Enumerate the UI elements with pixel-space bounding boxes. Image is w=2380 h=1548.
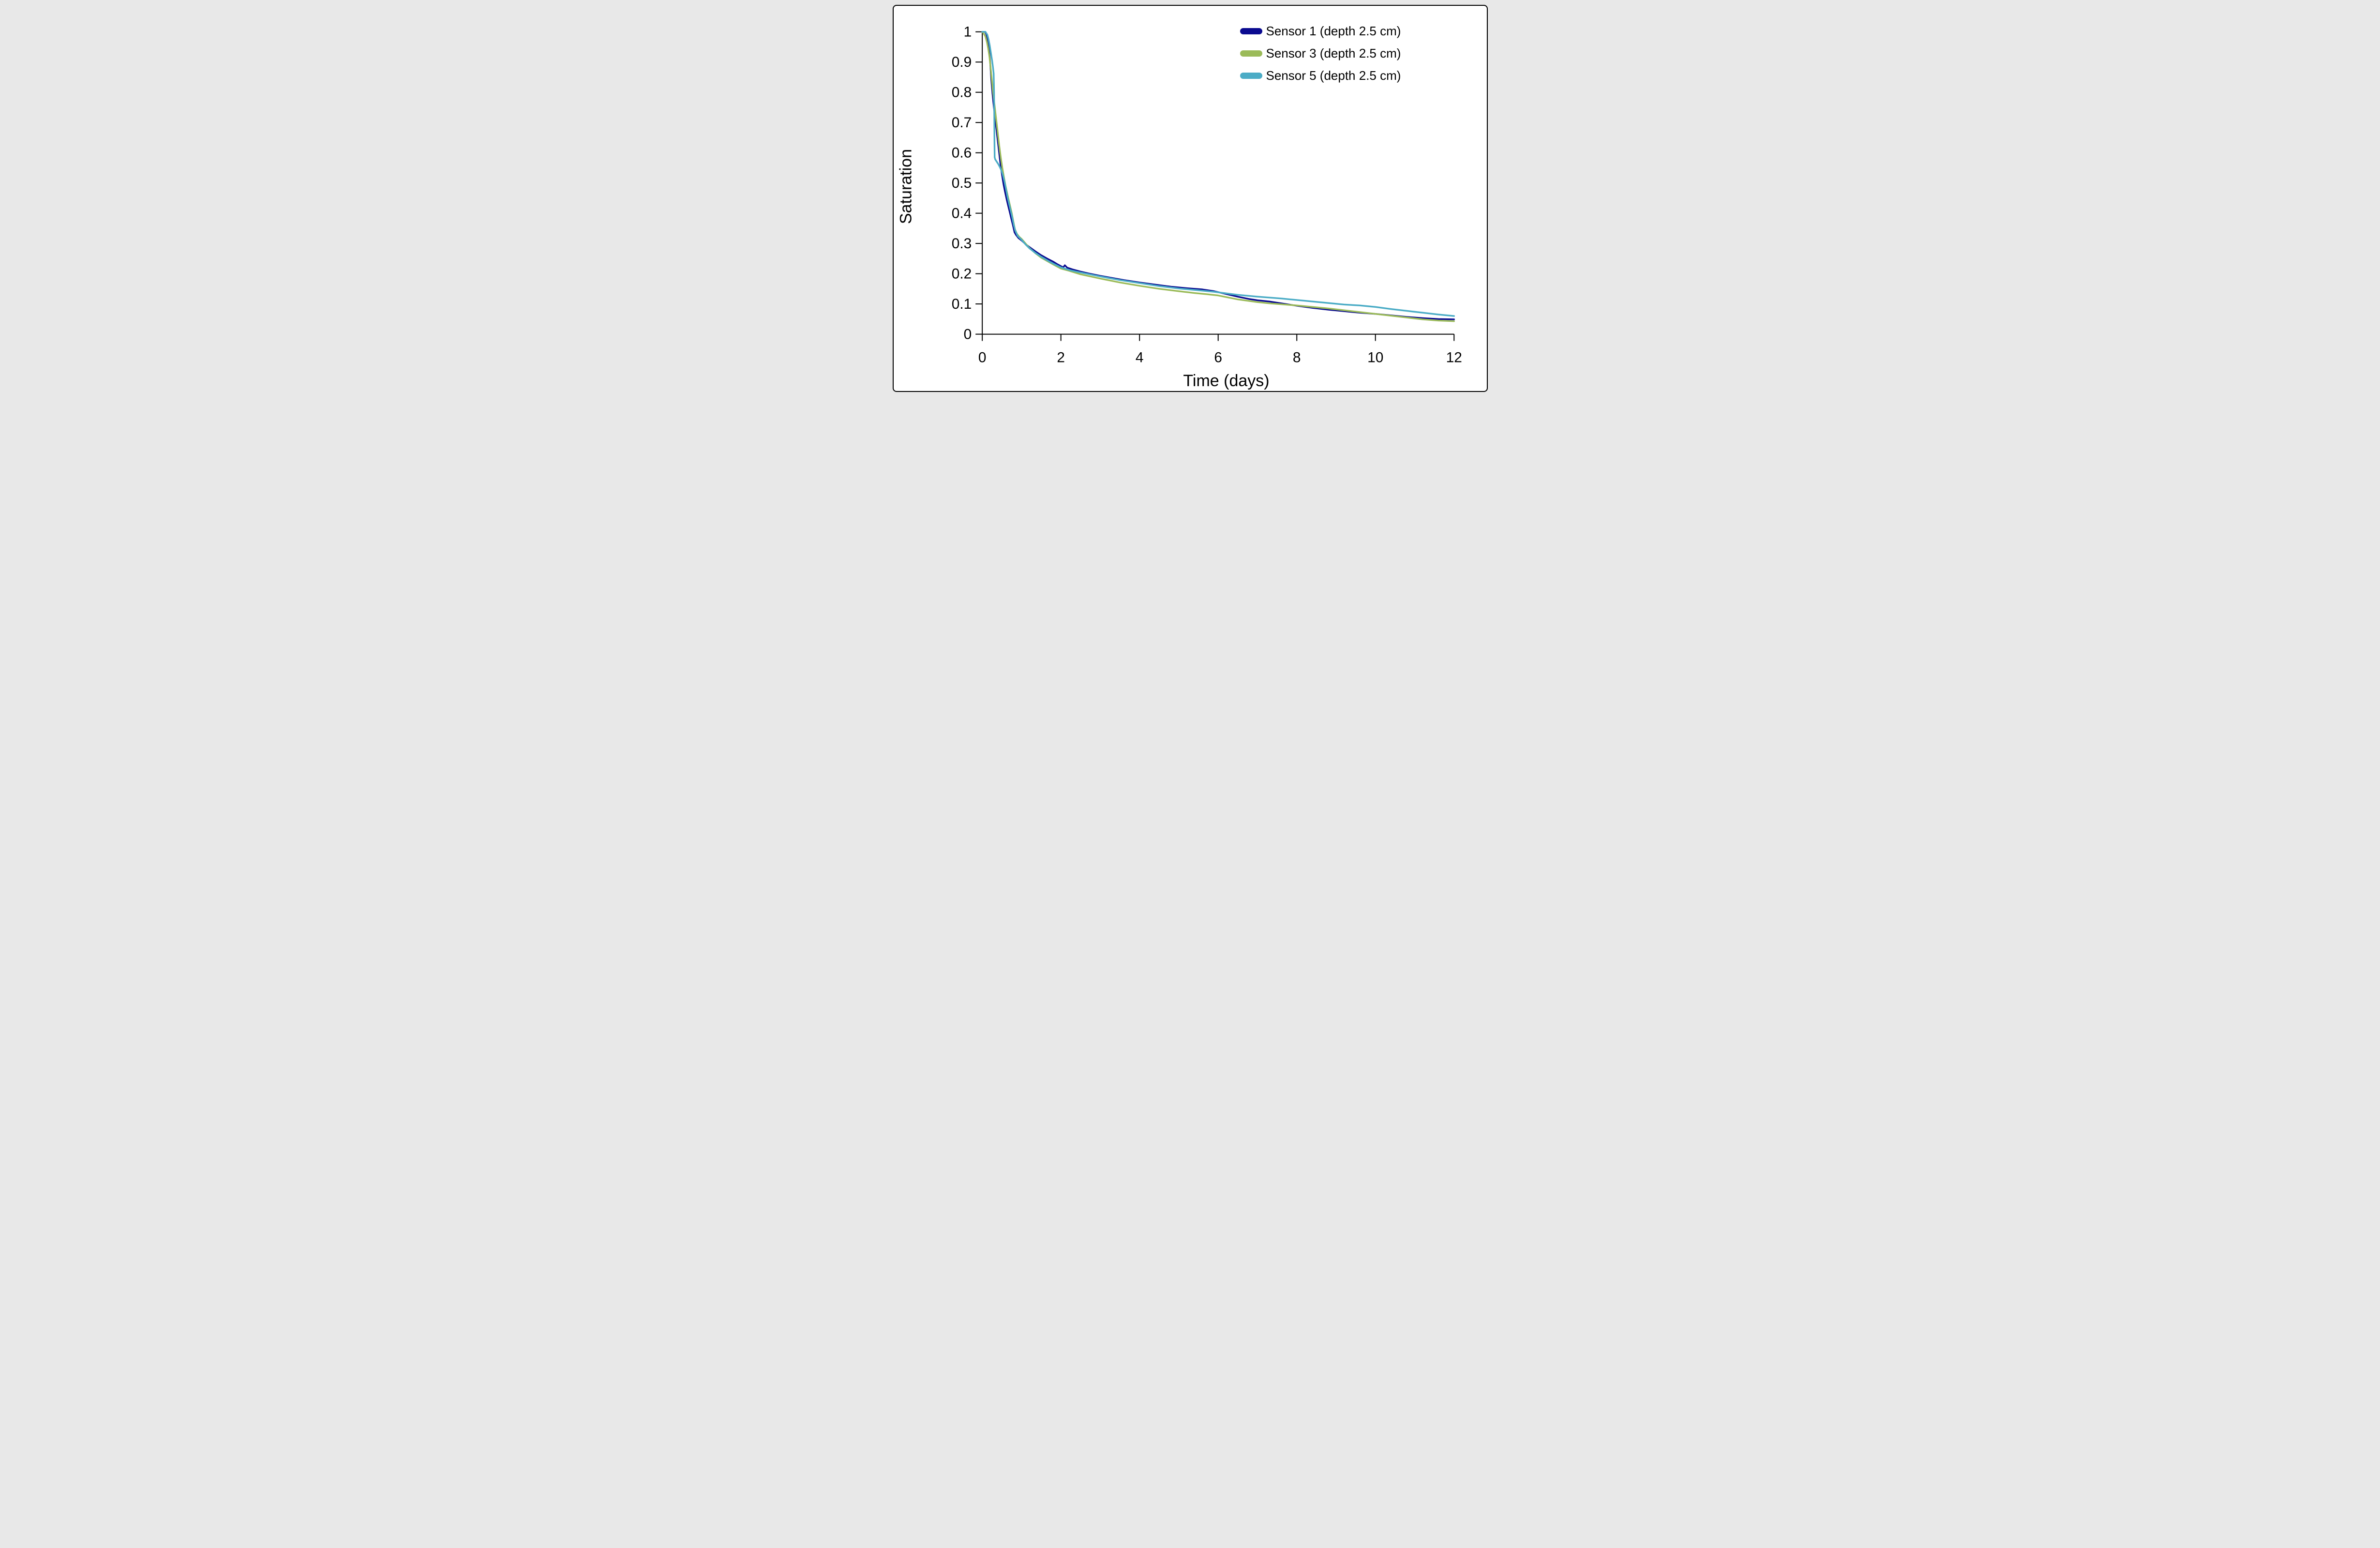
sensor-1-line-swatch xyxy=(1240,28,1262,34)
y-tick-label: 0.4 xyxy=(951,206,972,222)
legend-label: Sensor 5 (depth 2.5 cm) xyxy=(1266,68,1401,83)
y-tick-label: 0 xyxy=(963,327,972,343)
series-line-2 xyxy=(981,31,1455,317)
y-tick-label: 0.7 xyxy=(951,115,972,131)
legend-item-sensor-1: Sensor 1 (depth 2.5 cm) xyxy=(1240,24,1401,38)
x-tick-label: 2 xyxy=(1057,349,1065,365)
data-series xyxy=(981,31,1455,322)
x-axis-title: Time (days) xyxy=(1183,372,1270,390)
y-tick-label: 0.8 xyxy=(951,85,972,101)
legend-label: Sensor 1 (depth 2.5 cm) xyxy=(1266,24,1401,38)
x-tick-label: 12 xyxy=(1446,349,1462,365)
y-tick-label: 0.6 xyxy=(951,145,972,161)
y-tick-label: 1 xyxy=(963,24,972,40)
x-tick-label: 4 xyxy=(1135,349,1143,365)
x-tick-label: 8 xyxy=(1292,349,1301,365)
chart-canvas: 00.10.20.30.40.50.60.70.80.910 2 4 6 8 10 12 xyxy=(951,24,1462,366)
y-tick-label: 0.1 xyxy=(951,296,972,312)
axes xyxy=(975,31,1454,341)
x-tick-label: 0 xyxy=(978,349,986,365)
legend-item-sensor-5: Sensor 5 (depth 2.5 cm) xyxy=(1240,68,1401,83)
x-tick-label: 10 xyxy=(1367,349,1383,365)
tick-labels: 00.10.20.30.40.50.60.70.80.910 2 4 6 8 10 12 xyxy=(951,24,1462,366)
y-axis-title: Saturation xyxy=(897,149,915,224)
sensor-3-line-swatch xyxy=(1240,50,1262,57)
legend: Sensor 1 (depth 2.5 cm) Sensor 3 (depth … xyxy=(1240,24,1401,83)
page: 0 0.1 0.2 0.3 0.4 0.5 0.6 0.7 0.8 0.9 1 0 2 4 6 8 10 12 S… xyxy=(0,0,2380,397)
y-tick-label: 0.2 xyxy=(951,266,972,282)
y-tick-label: 0.9 xyxy=(951,54,972,70)
y-tick-label: 0.3 xyxy=(951,236,972,252)
legend-item-sensor-3: Sensor 3 (depth 2.5 cm) xyxy=(1240,46,1401,60)
sensor-5-line-swatch xyxy=(1240,73,1262,79)
x-tick-label: 6 xyxy=(1214,349,1222,365)
saturation-chart-figure: 0 0.1 0.2 0.3 0.4 0.5 0.6 0.7 0.8 0.9 1 0 2 4 6 8 10 12 S… xyxy=(892,5,1488,392)
y-tick-label: 0.5 xyxy=(951,175,972,191)
legend-label: Sensor 3 (depth 2.5 cm) xyxy=(1266,46,1401,60)
